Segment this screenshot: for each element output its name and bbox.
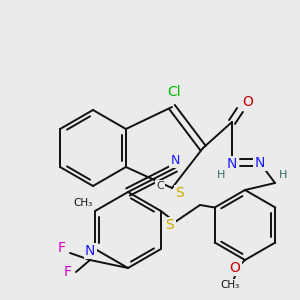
Text: H: H	[279, 170, 287, 180]
Text: Cl: Cl	[167, 85, 181, 99]
Text: N: N	[255, 156, 265, 170]
Text: CH₃: CH₃	[74, 198, 93, 208]
Text: O: O	[230, 261, 240, 275]
Text: N: N	[227, 157, 237, 171]
Text: CH₃: CH₃	[220, 280, 240, 290]
Text: N: N	[170, 154, 180, 166]
Text: N: N	[85, 244, 95, 258]
Text: S: S	[176, 186, 184, 200]
Text: O: O	[243, 95, 254, 109]
Text: S: S	[166, 218, 174, 232]
Text: C: C	[156, 181, 164, 191]
Text: F: F	[58, 241, 66, 255]
Text: F: F	[64, 265, 72, 279]
Text: H: H	[217, 170, 225, 180]
